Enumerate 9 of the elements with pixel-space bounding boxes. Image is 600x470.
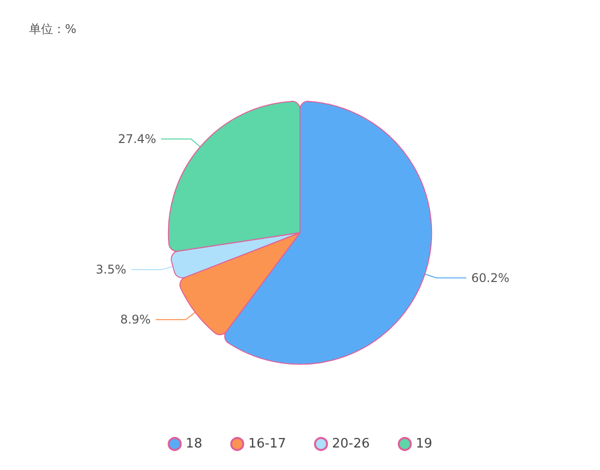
chart-title: 单位：% (29, 22, 76, 36)
legend-label: 20-26 (332, 436, 370, 452)
data-label: 27.4% (118, 132, 156, 146)
data-label: 3.5% (96, 262, 126, 277)
data-label: 60.2% (471, 270, 510, 285)
legend-label: 19 (416, 436, 432, 452)
data-label: 8.9% (120, 312, 151, 327)
legend-label: 16-17 (248, 436, 286, 452)
legend-label: 18 (186, 436, 202, 452)
